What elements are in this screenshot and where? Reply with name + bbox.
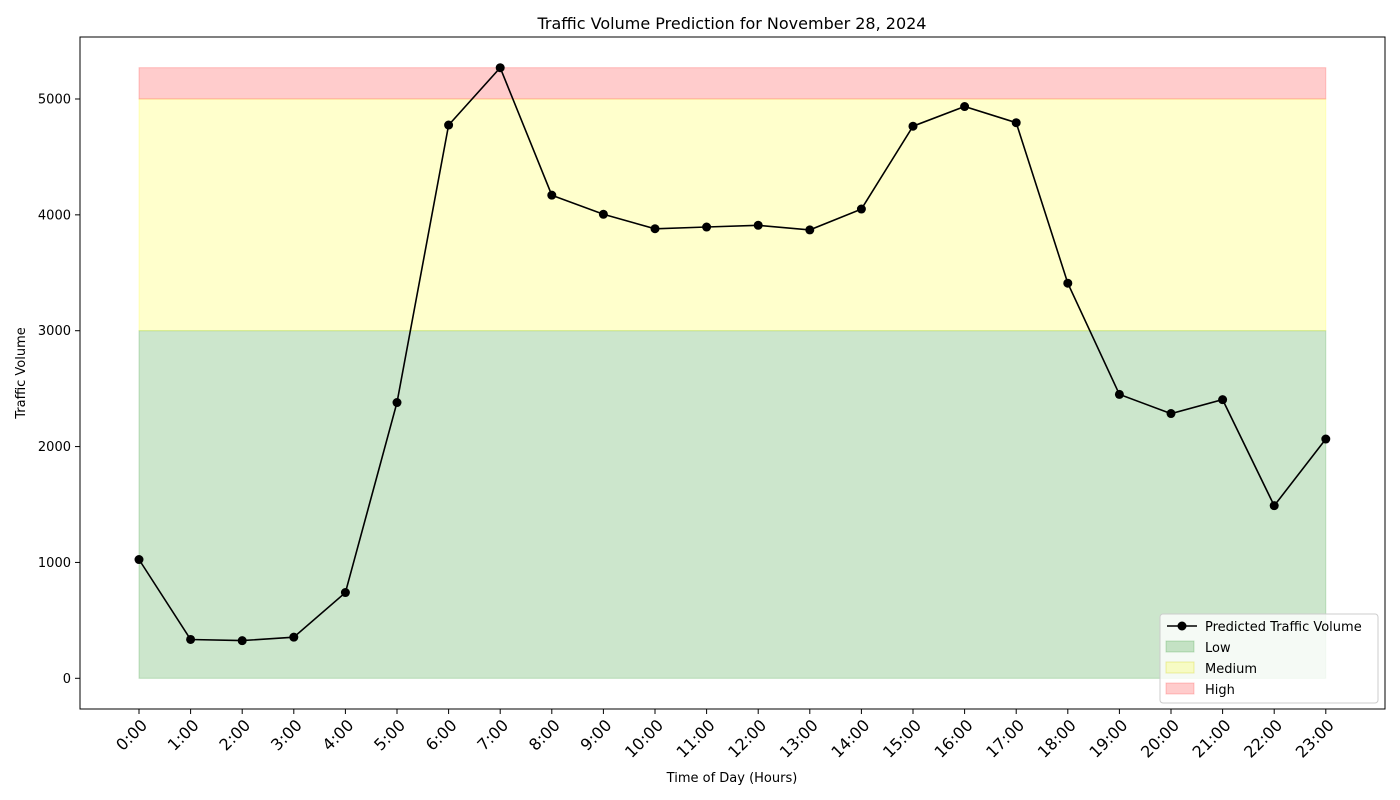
x-tick-label: 20:00 (1137, 716, 1183, 762)
band-low (138, 330, 1327, 679)
data-point (1011, 118, 1021, 128)
plot-frame (79, 36, 1386, 710)
legend-box (1159, 613, 1379, 704)
data-point (1269, 501, 1279, 511)
data-point (753, 220, 763, 230)
legend-swatch-high (1165, 682, 1195, 695)
x-tick-label: 19:00 (1085, 716, 1131, 762)
data-point (702, 222, 712, 232)
x-tick-label: 6:00 (422, 716, 461, 755)
x-tick-label: 8:00 (525, 716, 564, 755)
x-tick-label: 7:00 (473, 716, 512, 755)
x-tick-label: 10:00 (621, 716, 667, 762)
x-tick-label: 14:00 (827, 716, 873, 762)
data-point (856, 204, 866, 214)
y-tick-label: 4000 (38, 208, 71, 223)
y-tick-label: 2000 (38, 440, 71, 455)
legend-label-series: Predicted Traffic Volume (1205, 620, 1362, 635)
x-tick-label: 13:00 (776, 716, 822, 762)
x-tick-label: 11:00 (673, 716, 719, 762)
x-tick-label: 12:00 (724, 716, 770, 762)
data-point (598, 209, 608, 219)
data-point (908, 121, 918, 131)
x-tick-label: 17:00 (982, 716, 1028, 762)
data-point (495, 63, 505, 73)
band-medium (138, 98, 1327, 332)
data-point (1218, 395, 1228, 405)
x-tick-label: 3:00 (267, 716, 306, 755)
y-tick-label: 3000 (38, 324, 71, 339)
x-axis: 0:00 1:00 2:00 3:00 4:00 5:00 6:00 7:00 8:00 9:00… (112, 709, 1338, 762)
x-tick-label: 5:00 (370, 716, 409, 755)
y-tick-label: 5000 (38, 92, 71, 107)
data-point (1114, 389, 1124, 399)
legend-swatch-medium (1165, 661, 1195, 674)
x-tick-label: 22:00 (1240, 716, 1286, 762)
data-point (1166, 409, 1176, 419)
x-axis-label: Time of Day (Hours) (666, 771, 798, 786)
y-axis-label: Traffic Volume (14, 327, 29, 420)
x-tick-label: 15:00 (879, 716, 925, 762)
data-point (1321, 434, 1331, 444)
band-group (138, 67, 1327, 679)
chart-title: Traffic Volume Prediction for November 2… (537, 14, 927, 33)
x-tick-label: 0:00 (112, 716, 151, 755)
legend-label-medium: Medium (1205, 662, 1257, 677)
data-point (392, 398, 402, 408)
legend-swatch-low (1165, 640, 1195, 653)
data-point (960, 102, 970, 112)
data-point (444, 120, 454, 130)
x-tick-label: 4:00 (319, 716, 358, 755)
data-point (340, 588, 350, 598)
data-point (805, 225, 815, 235)
y-tick-label: 0 (63, 672, 71, 687)
x-tick-label: 18:00 (1034, 716, 1080, 762)
data-point (650, 224, 660, 234)
legend-marker-swatch (1177, 621, 1187, 631)
x-tick-label: 2:00 (215, 716, 254, 755)
data-point (186, 634, 196, 644)
y-tick-label: 1000 (38, 556, 71, 571)
data-point (134, 555, 144, 565)
x-tick-label: 9:00 (577, 716, 616, 755)
legend-label-low: Low (1205, 641, 1231, 656)
data-point (1063, 278, 1073, 288)
legend: Predicted Traffic Volume Low Medium High (1159, 613, 1379, 704)
legend-label-high: High (1205, 683, 1235, 698)
x-tick-label: 16:00 (931, 716, 977, 762)
series-line (138, 66, 1327, 642)
x-tick-label: 23:00 (1292, 716, 1338, 762)
y-axis: 0 1000 2000 3000 4000 5000 (38, 92, 80, 687)
band-high (138, 67, 1327, 100)
x-tick-label: 1:00 (164, 716, 203, 755)
series-group (134, 63, 1331, 646)
x-tick-label: 21:00 (1189, 716, 1235, 762)
data-point (237, 636, 247, 646)
data-point (289, 632, 299, 642)
data-point (547, 190, 557, 200)
